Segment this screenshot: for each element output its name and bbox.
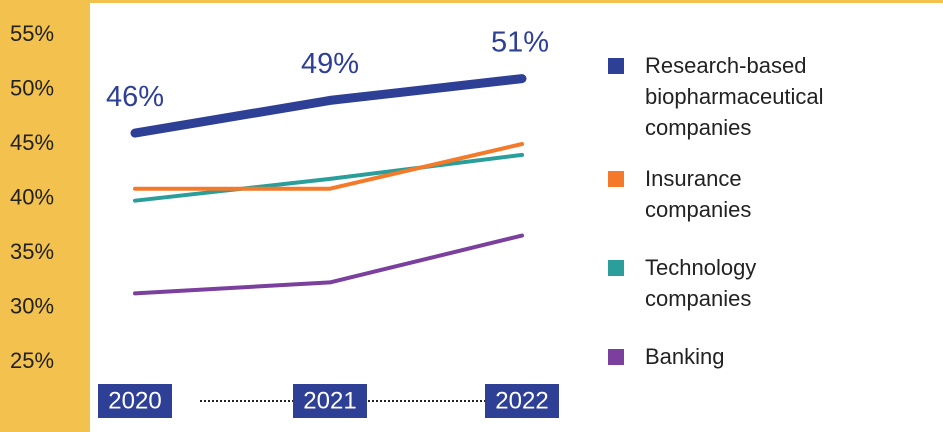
series-line [133,233,524,296]
x-tick-label: 2020 [108,387,161,414]
x-tick-label: 2022 [495,387,548,414]
series-line [133,152,524,203]
axis-band [0,0,90,432]
y-tick-label: 40% [10,184,54,209]
x-tick-label: 2021 [303,387,356,414]
top-border [0,0,943,3]
series-line [130,74,527,138]
y-tick-label: 25% [10,348,54,373]
y-tick-label: 30% [10,293,54,318]
data-label: 49% [301,48,359,80]
y-tick-label: 55% [10,21,54,46]
y-tick-label: 35% [10,239,54,264]
legend-label: Technology companies [645,255,757,311]
y-tick-label: 45% [10,130,54,155]
x-tick-box [293,384,367,418]
legend-swatch [608,58,624,74]
series-line [133,142,524,191]
data-label: 51% [491,26,549,58]
legend-label: Research-based biopharmaceutical compani… [645,53,824,140]
x-tick-box [98,384,172,418]
legend-swatch [608,260,624,276]
legend-label: Insurance companies [645,166,752,222]
legend-label: Banking [645,344,725,369]
legend-swatch [608,171,624,187]
x-tick-box [485,384,559,418]
data-label: 46% [106,81,164,113]
legend-swatch [608,349,624,365]
y-tick-label: 50% [10,75,54,100]
